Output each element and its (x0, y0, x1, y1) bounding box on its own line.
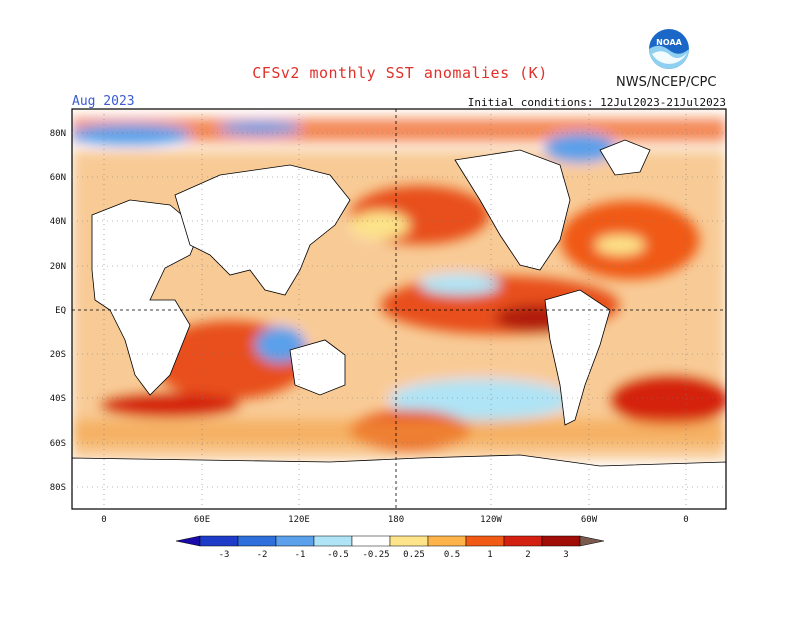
lon-label: 0 (683, 515, 688, 525)
lon-label: 120W (480, 515, 502, 525)
valid-month-label: Aug 2023 (72, 94, 135, 109)
continents (72, 139, 726, 509)
colorbar-tick-label: -1 (295, 550, 306, 560)
lon-label: 60E (194, 515, 210, 525)
colorbar-swatch (465, 535, 505, 547)
lat-axis: 80N 60N 40N 20N EQ 20S 40S 60S 80S (50, 129, 66, 493)
colorbar-swatch (503, 535, 543, 547)
lon-label: 120E (288, 515, 310, 525)
colorbar-tick-label: 2 (525, 550, 530, 560)
colorbar-tick-label: -0.5 (327, 550, 349, 560)
lon-label: 0 (101, 515, 106, 525)
colorbar-swatch (313, 535, 353, 547)
noaa-logo: NOAA (648, 28, 690, 70)
lat-label: 80N (50, 129, 66, 139)
colorbar-swatch (237, 535, 277, 547)
lat-label: 80S (50, 483, 66, 493)
map-frame (71, 108, 727, 510)
lon-label: 180 (388, 515, 404, 525)
graticule (72, 109, 726, 509)
colorbar-swatch (541, 535, 581, 547)
lat-label: 20N (50, 262, 66, 272)
lon-axis: 0 60E 120E 180 120W 60W 0 (101, 515, 688, 525)
colorbar: -3 -2 -1 -0.5 -0.25 0.25 0.5 1 2 3 (175, 535, 605, 560)
colorbar-tick-label: 3 (563, 550, 568, 560)
lon-label: 60W (581, 515, 598, 525)
colorbar-swatch (389, 535, 429, 547)
lat-label: 40N (50, 217, 66, 227)
colorbar-tick-label: 1 (487, 550, 492, 560)
colorbar-swatch (427, 535, 467, 547)
colorbar-arrow-low (175, 535, 201, 547)
init-conditions-label: Initial conditions: 12Jul2023-21Jul2023 (467, 96, 726, 109)
colorbar-tick-label: 0.5 (444, 550, 460, 560)
lat-label: EQ (55, 306, 66, 316)
colorbar-swatch (351, 535, 391, 547)
colorbar-swatch (199, 535, 239, 547)
colorbar-tick-label: -3 (219, 550, 230, 560)
lat-label: 20S (50, 350, 66, 360)
colorbar-tick-label: -0.25 (362, 550, 389, 560)
org-label: NWS/NCEP/CPC (616, 75, 717, 90)
lat-label: 60N (50, 173, 66, 183)
logo-text: NOAA (656, 38, 682, 47)
colorbar-arrow-high (579, 535, 605, 547)
colorbar-tick-label: 0.25 (403, 550, 425, 560)
lat-label: 40S (50, 394, 66, 404)
colorbar-swatch (275, 535, 315, 547)
lat-label: 60S (50, 439, 66, 449)
chart-title: CFSv2 monthly SST anomalies (K) (252, 64, 548, 82)
colorbar-tick-label: -2 (257, 550, 268, 560)
anomaly-field (72, 109, 726, 509)
